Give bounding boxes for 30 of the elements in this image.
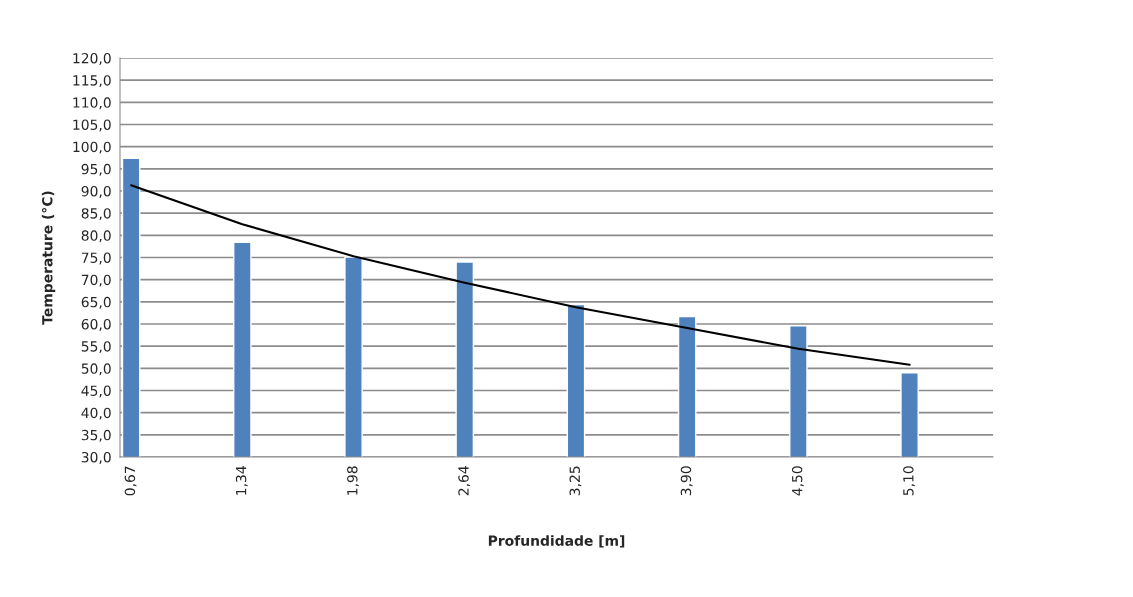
y-tick-label: 100,0 [73, 141, 111, 154]
x-tick-label: 1,34 [235, 466, 248, 495]
x-tick-label: 4,50 [791, 466, 804, 496]
y-tick-label: 65,0 [81, 296, 111, 309]
y-tick-label: 120,0 [73, 52, 111, 65]
y-tick-label: 35,0 [81, 429, 111, 442]
x-tick-label: 3,25 [569, 466, 582, 496]
y-tick-label: 70,0 [81, 274, 111, 287]
y-tick-label: 110,0 [73, 97, 111, 110]
y-tick-label: 115,0 [73, 75, 111, 88]
x-tick-label: 1,98 [347, 466, 359, 495]
y-tick-label: 105,0 [73, 119, 111, 132]
x-tick-label: 2,64 [458, 466, 471, 496]
y-tick-label: 80,0 [81, 230, 111, 243]
x-tick-label: 3,90 [680, 466, 693, 496]
y-axis-title: Temperature (°C) [41, 191, 56, 325]
line-series [130, 184, 911, 366]
y-tick-label: 90,0 [81, 185, 111, 198]
y-tick-label: 30,0 [81, 451, 111, 464]
y-tick-label: 85,0 [81, 208, 111, 221]
y-tick-label: 75,0 [81, 252, 111, 265]
y-tick-label: 60,0 [81, 318, 111, 331]
y-tick-label: 95,0 [81, 163, 111, 176]
x-tick-label: 0,67 [124, 466, 137, 496]
y-tick-label: 50,0 [81, 363, 111, 376]
y-tick-label: 55,0 [81, 341, 111, 354]
x-tick-label: 5,10 [903, 466, 916, 496]
y-tick-label: 45,0 [81, 385, 111, 398]
x-axis-title: Profundidade [m] [488, 535, 625, 548]
y-tick-label: 40,0 [81, 407, 111, 420]
